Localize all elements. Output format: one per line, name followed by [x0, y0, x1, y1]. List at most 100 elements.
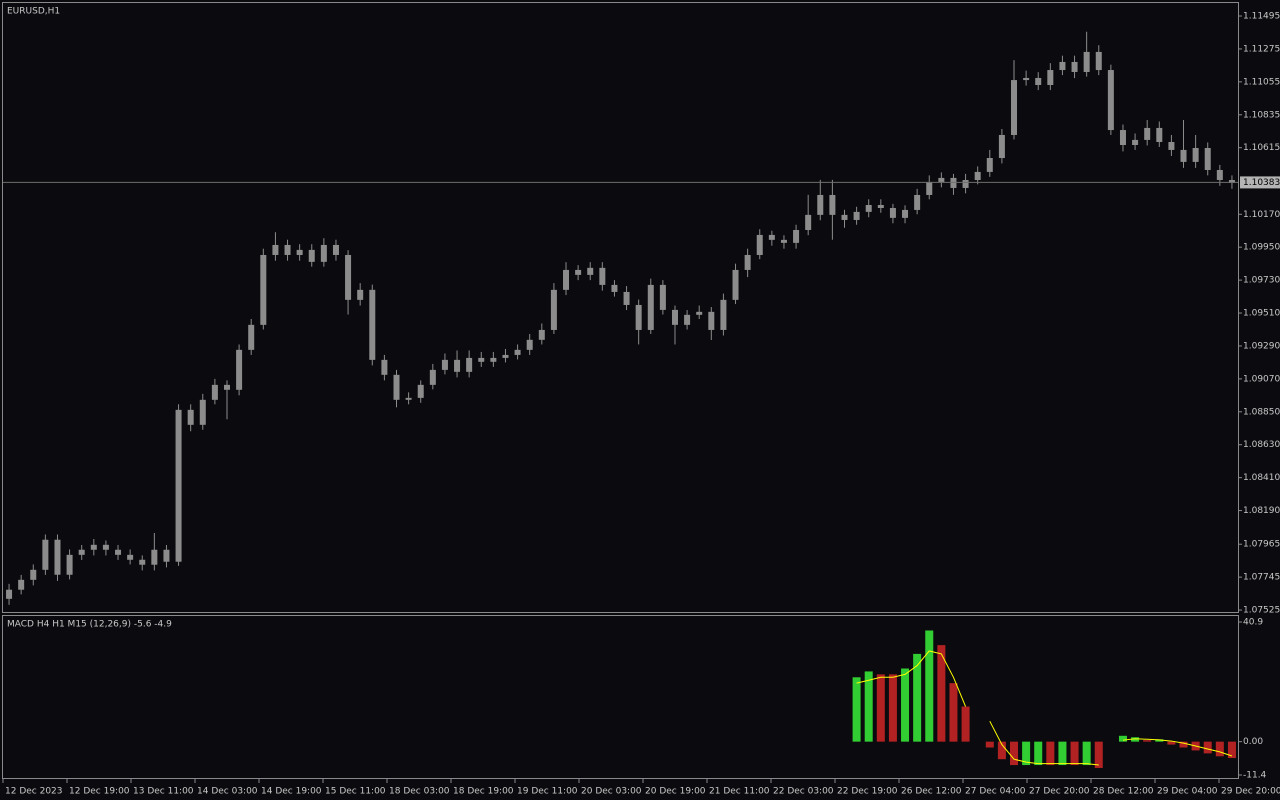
y-tick-label: 1.08190	[1243, 506, 1280, 516]
histogram-bar	[1022, 741, 1031, 766]
candle-body	[296, 249, 303, 255]
candle-body	[102, 544, 109, 550]
histogram-bar	[1034, 741, 1043, 766]
candle-body	[66, 554, 73, 575]
y-tick-label: 1.08630	[1243, 440, 1280, 450]
histogram-bar	[1131, 737, 1140, 742]
candle-body	[1168, 142, 1175, 150]
candle-body	[998, 134, 1005, 159]
candle-body	[1035, 77, 1042, 85]
candle-body	[1071, 61, 1078, 72]
candle-body	[889, 207, 896, 218]
x-tick-label: 28 Dec 12:00	[1093, 787, 1154, 797]
histogram-bar	[1143, 740, 1152, 742]
candle-body	[260, 254, 267, 325]
candle-body	[853, 211, 860, 220]
y-tick-label: 0.00	[1243, 737, 1263, 747]
x-tick-label: 12 Dec 2023	[5, 787, 63, 797]
candle-body	[538, 329, 545, 340]
macd-frame	[2, 615, 1239, 779]
candle-body	[768, 234, 775, 240]
x-tick-label: 12 Dec 19:00	[69, 787, 130, 797]
chart-title: EURUSD,H1	[7, 7, 60, 17]
y-tick-label: 1.10170	[1243, 210, 1280, 220]
x-tick-label: 29 Dec 20:00	[1221, 787, 1280, 797]
x-tick-label: 22 Dec 19:00	[837, 787, 898, 797]
candle-body	[526, 339, 533, 350]
histogram-bar	[1227, 741, 1236, 759]
histogram-bar	[1070, 741, 1079, 766]
candle-body	[805, 214, 812, 230]
histogram-bar	[1118, 735, 1127, 742]
candle-body	[127, 554, 134, 560]
macd-title: MACD H4 H1 M15 (12,26,9) -5.6 -4.9	[7, 620, 172, 630]
x-tick-label: 26 Dec 12:00	[901, 787, 962, 797]
histogram-bar	[961, 706, 970, 742]
x-tick-label: 20 Dec 03:00	[581, 787, 642, 797]
y-tick-label: 1.09730	[1243, 276, 1280, 286]
candle-body	[187, 409, 194, 425]
candle-body	[320, 244, 327, 262]
histogram-bar	[937, 645, 946, 742]
candle-body	[429, 369, 436, 385]
candle-body	[671, 309, 678, 325]
histogram-bar	[949, 683, 958, 742]
candle-body	[345, 254, 352, 300]
candle-body	[381, 359, 388, 375]
candle-body	[175, 409, 182, 562]
candle-body	[696, 311, 703, 315]
histogram-bar	[1167, 741, 1176, 745]
x-tick-label: 20 Dec 19:00	[645, 787, 706, 797]
signal-line	[856, 650, 1233, 766]
candle-body	[30, 569, 37, 580]
candle-body	[441, 359, 448, 370]
candle-body	[1180, 149, 1187, 162]
candle-body	[902, 209, 909, 218]
candle-body	[369, 289, 376, 360]
candle-body	[829, 194, 836, 215]
candle-body	[865, 205, 872, 212]
histogram-bar	[1179, 741, 1188, 748]
histogram-bar	[1010, 741, 1019, 766]
histogram-bar	[852, 677, 861, 742]
candle-body	[1095, 51, 1102, 71]
candle-body	[950, 177, 957, 188]
candle-body	[1216, 169, 1223, 181]
x-tick-label: 22 Dec 03:00	[773, 787, 834, 797]
candle-body	[78, 549, 85, 555]
candle-body	[18, 579, 25, 590]
last-price-box	[1240, 176, 1280, 189]
candle-body	[6, 589, 13, 599]
candle-body	[647, 284, 654, 330]
candle-body	[454, 359, 461, 372]
x-tick-label: 14 Dec 19:00	[261, 787, 322, 797]
candle-body	[54, 539, 61, 575]
candle-body	[490, 357, 497, 362]
x-tick-label: 21 Dec 11:00	[709, 787, 770, 797]
y-tick-label: 1.07965	[1243, 540, 1280, 550]
candle-body	[514, 349, 521, 355]
x-tick-label: 13 Dec 11:00	[133, 787, 194, 797]
candle-body	[211, 384, 218, 400]
candle-body	[635, 304, 642, 330]
candle-body	[357, 289, 364, 300]
histogram-bar	[876, 674, 885, 742]
candle-body	[926, 181, 933, 195]
x-tick-label: 27 Dec 04:00	[965, 787, 1026, 797]
candle-body	[236, 349, 243, 390]
histogram-bar	[864, 671, 873, 742]
candle-body	[841, 214, 848, 220]
candle-body	[1011, 80, 1018, 135]
candle-body	[877, 205, 884, 208]
candle-body	[272, 244, 279, 255]
candle-body	[780, 239, 787, 243]
candle-body	[974, 171, 981, 181]
y-tick-label: 1.09510	[1243, 309, 1280, 319]
histogram-bar	[913, 653, 922, 742]
histogram-bar	[901, 668, 910, 742]
candle-body	[623, 291, 630, 305]
histogram-bar	[888, 674, 897, 742]
candle-body	[550, 289, 557, 330]
